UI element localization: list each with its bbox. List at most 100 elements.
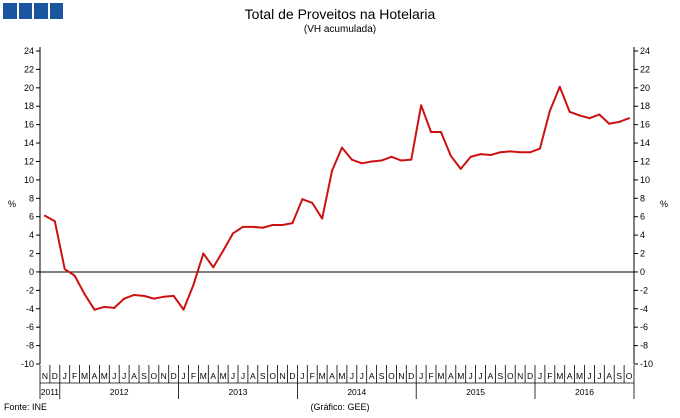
month-label: J [241,371,245,381]
month-label: J [360,371,364,381]
month-label: J [597,371,601,381]
data-point [410,158,413,161]
month-label: A [250,371,256,381]
data-point [103,305,106,308]
year-label: 2014 [347,387,366,397]
data-point [281,223,284,226]
logo-block-1 [3,3,17,19]
data-point [588,117,591,120]
data-point [182,308,185,311]
month-label: A [488,371,494,381]
month-label: M [338,371,345,381]
month-label: O [151,371,158,381]
data-point [618,120,621,123]
data-point [459,167,462,170]
data-point [400,159,403,162]
y-tick-label-left: -8 [26,341,34,351]
data-point [499,151,502,154]
y-tick-label-right: 6 [640,212,645,222]
y-tick-label-right: 22 [640,64,650,74]
year-label: 2013 [229,387,248,397]
month-label: N [42,371,48,381]
month-label: F [191,371,196,381]
y-tick-label-right: 20 [640,83,650,93]
y-tick-label-left: 10 [24,175,34,185]
y-tick-label-left: -10 [21,359,34,369]
month-label: J [350,371,354,381]
credit-note: (Gráfico: GEE) [310,402,370,412]
logo-block-4 [49,3,63,19]
month-label: M [319,371,326,381]
y-tick-label-left: 16 [24,120,34,130]
data-point [390,155,393,158]
month-label: N [517,371,523,381]
month-label: D [52,371,58,381]
data-point [420,104,423,107]
month-label: M [220,371,227,381]
month-label: J [181,371,185,381]
month-label: A [369,371,375,381]
month-label: O [388,371,395,381]
month-label: S [379,371,385,381]
data-point [172,294,175,297]
data-point [598,113,601,116]
month-label: F [72,371,77,381]
data-point [350,158,353,161]
month-label: S [260,371,266,381]
month-label: S [616,371,622,381]
month-label: F [310,371,315,381]
month-label: A [131,371,137,381]
y-tick-label-right: 8 [640,193,645,203]
data-point [271,223,274,226]
month-label: J [231,371,235,381]
month-label: O [269,371,276,381]
y-tick-label-right: 2 [640,249,645,259]
data-point [232,232,235,235]
month-label: S [498,371,504,381]
y-tick-label-left: 4 [29,230,34,240]
y-tick-label-left: -6 [26,322,34,332]
data-point [93,308,96,311]
data-point [380,159,383,162]
chart-title: Total de Proveitos na Hotelaria [244,6,436,22]
month-label: N [279,371,285,381]
month-label: F [547,371,552,381]
data-point [43,214,46,217]
month-label: F [428,371,433,381]
series-line [44,85,630,311]
data-point [479,153,482,156]
data-point [133,293,136,296]
y-tick-label-right: 4 [640,230,645,240]
data-point [261,226,264,229]
month-label: M [437,371,444,381]
y-tick-label-right: 18 [640,101,650,111]
data-point [529,151,532,154]
data-point [430,131,433,134]
data-point [558,85,561,88]
data-point [202,252,205,255]
y-tick-label-right: -4 [640,304,648,314]
y-tick-label-right: -8 [640,341,648,351]
data-point [142,294,145,297]
y-tick-label-right: -2 [640,285,648,295]
y-tick-label-right: 16 [640,120,650,130]
month-label: J [478,371,482,381]
month-label: J [122,371,126,381]
data-point [548,109,551,112]
month-label: A [567,371,573,381]
y-tick-label-left: 18 [24,101,34,111]
data-point [113,306,116,309]
month-label: A [606,371,612,381]
y-tick-label-left: 24 [24,46,34,56]
month-label: M [576,371,583,381]
y-tick-label-left: 0 [29,267,34,277]
month-label: J [587,371,591,381]
y-tick-label-left: -4 [26,304,34,314]
data-point [628,117,631,120]
data-point [449,154,452,157]
data-point [53,220,56,223]
data-point [568,110,571,113]
data-point [360,162,363,165]
y-tick-label-left: 8 [29,193,34,203]
